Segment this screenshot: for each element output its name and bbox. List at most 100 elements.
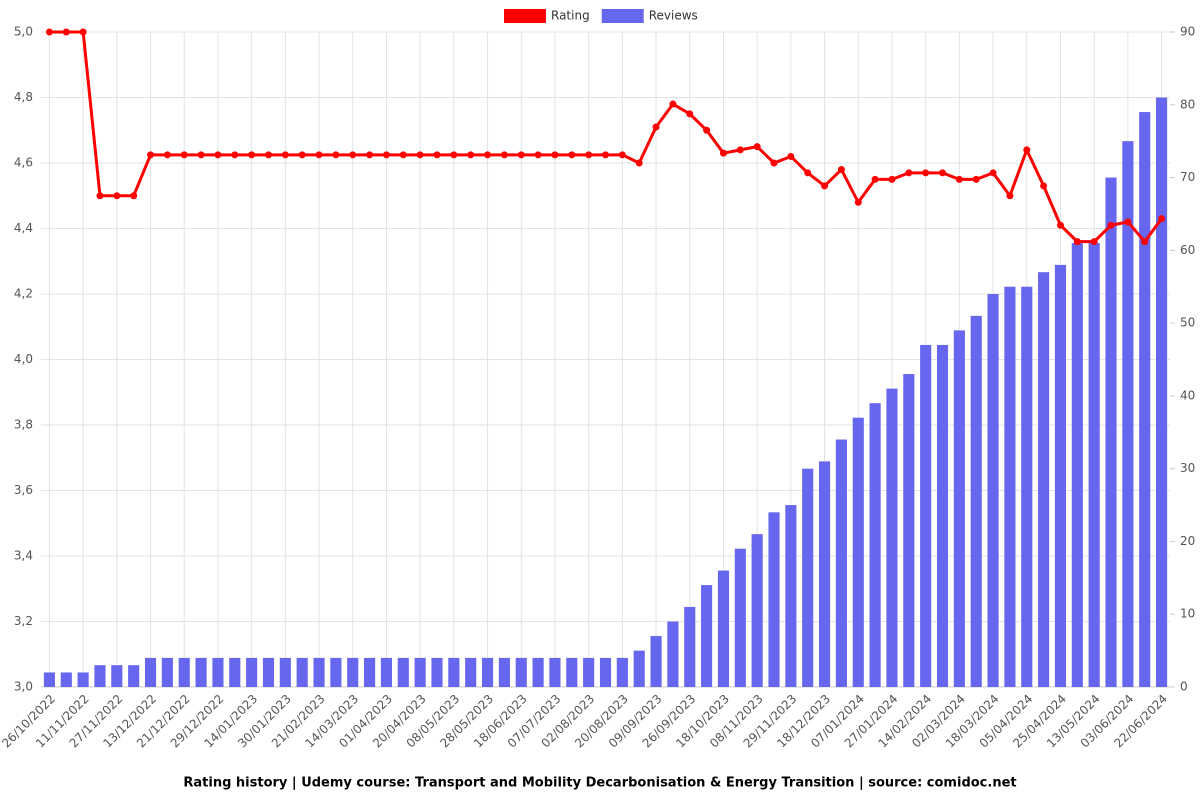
point bbox=[62, 28, 70, 36]
y-tick-label: 4,6 bbox=[14, 156, 33, 170]
bar bbox=[313, 657, 325, 687]
bar bbox=[330, 657, 342, 687]
bar bbox=[650, 636, 662, 687]
y-tick-label: 4,8 bbox=[14, 90, 33, 104]
y2-tick-label: 50 bbox=[1180, 316, 1195, 330]
bar bbox=[364, 657, 376, 687]
bar bbox=[701, 585, 713, 687]
y-tick-label: 3,8 bbox=[14, 418, 33, 432]
bar bbox=[515, 657, 527, 687]
bar bbox=[481, 657, 494, 687]
bar bbox=[734, 548, 746, 687]
point bbox=[1040, 182, 1048, 190]
point bbox=[399, 151, 407, 159]
legend-label: Reviews bbox=[649, 9, 698, 23]
bar bbox=[667, 621, 679, 687]
point bbox=[568, 151, 576, 159]
bar bbox=[953, 330, 965, 687]
bar bbox=[212, 657, 224, 687]
point bbox=[854, 198, 862, 206]
grid bbox=[41, 31, 1170, 688]
point bbox=[1023, 146, 1031, 154]
point bbox=[972, 175, 980, 183]
point bbox=[1158, 215, 1166, 223]
bar bbox=[566, 657, 578, 687]
bar bbox=[987, 294, 999, 687]
bar bbox=[448, 657, 460, 687]
legend-swatch bbox=[601, 9, 644, 23]
bar bbox=[246, 657, 258, 687]
point bbox=[96, 192, 104, 200]
point bbox=[180, 151, 188, 159]
point bbox=[585, 151, 593, 159]
bar bbox=[852, 417, 864, 687]
point bbox=[450, 151, 458, 159]
point bbox=[534, 151, 542, 159]
point bbox=[551, 151, 559, 159]
bar bbox=[111, 665, 123, 687]
bar bbox=[1021, 286, 1033, 687]
line bbox=[49, 30, 1163, 245]
point bbox=[1141, 238, 1149, 246]
point bbox=[298, 151, 306, 159]
y2-tick-label: 0 bbox=[1180, 680, 1188, 694]
bar bbox=[262, 657, 275, 687]
bar bbox=[886, 388, 898, 687]
bar bbox=[465, 657, 477, 687]
y-tick-label: 5,0 bbox=[14, 25, 33, 39]
legend-label: Rating bbox=[551, 9, 590, 23]
y2-tick-label: 30 bbox=[1180, 461, 1195, 475]
bar bbox=[397, 657, 409, 687]
point bbox=[652, 123, 660, 131]
y-tick-label: 4,0 bbox=[14, 352, 33, 366]
point bbox=[467, 151, 475, 159]
point bbox=[1107, 221, 1115, 229]
point bbox=[1056, 221, 1064, 229]
point bbox=[787, 152, 795, 160]
point bbox=[264, 151, 272, 159]
point bbox=[433, 151, 441, 159]
bar bbox=[229, 657, 241, 687]
y2-tick-label: 80 bbox=[1180, 97, 1195, 111]
bar bbox=[161, 657, 173, 687]
point bbox=[602, 151, 609, 159]
point bbox=[804, 169, 812, 177]
point bbox=[231, 151, 239, 159]
bar bbox=[532, 657, 544, 687]
point bbox=[1006, 192, 1014, 200]
bar bbox=[549, 657, 561, 687]
bar bbox=[717, 570, 730, 687]
point bbox=[888, 175, 896, 183]
point bbox=[703, 126, 711, 134]
point bbox=[871, 175, 879, 183]
point bbox=[989, 169, 997, 177]
point bbox=[719, 149, 727, 157]
bar bbox=[1088, 243, 1100, 688]
point bbox=[1124, 218, 1132, 226]
bar bbox=[94, 665, 106, 687]
point bbox=[113, 192, 121, 200]
bar bbox=[77, 672, 89, 687]
bar bbox=[903, 374, 915, 687]
bar bbox=[279, 657, 291, 687]
chart-title: Rating history | Udemy course: Transport… bbox=[183, 776, 1016, 791]
y2-tick-label: 20 bbox=[1180, 534, 1195, 548]
point bbox=[382, 151, 390, 159]
bar bbox=[1139, 112, 1151, 688]
bar bbox=[818, 461, 831, 687]
bar bbox=[43, 672, 55, 687]
y-tick-label: 4,2 bbox=[14, 287, 33, 301]
bar bbox=[1038, 272, 1050, 687]
point bbox=[281, 151, 289, 159]
point bbox=[349, 151, 357, 159]
point bbox=[416, 151, 424, 159]
bar bbox=[60, 672, 72, 687]
bar bbox=[380, 657, 393, 687]
bar bbox=[195, 657, 207, 687]
point bbox=[500, 151, 508, 159]
point bbox=[366, 151, 374, 159]
bar bbox=[835, 439, 847, 687]
point bbox=[197, 151, 205, 159]
bar bbox=[347, 657, 359, 687]
